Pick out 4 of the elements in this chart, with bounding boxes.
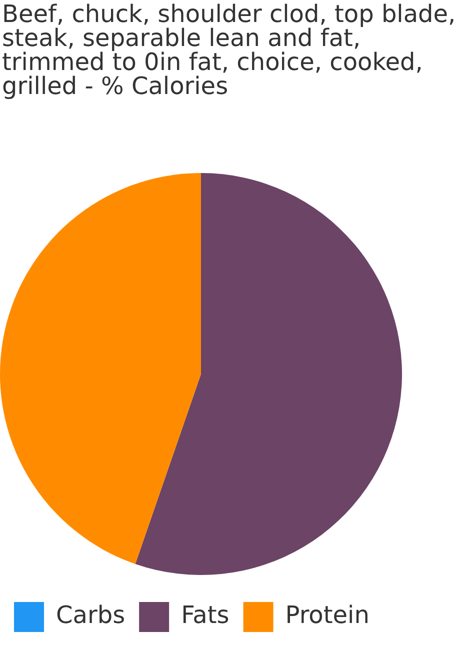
legend-label: Fats (181, 601, 230, 630)
legend-label: Carbs (56, 601, 126, 630)
legend-label: Protein (285, 601, 370, 630)
chart-title: Beef, chuck, shoulder clod, top blade, steak, separable lean and fat, trimmed to 0in fat, choice, cooked, grilled - % Calories (1, 0, 457, 102)
